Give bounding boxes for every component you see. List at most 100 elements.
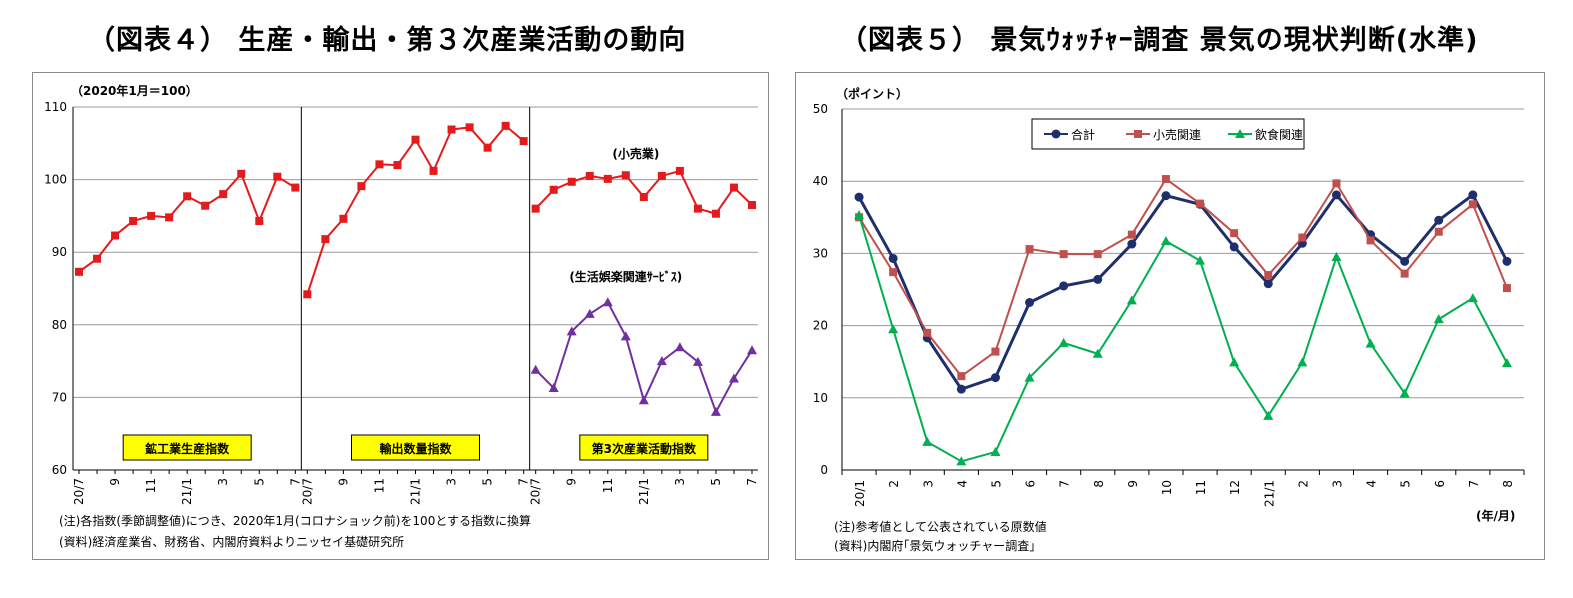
chart5-xunit: (年/月) bbox=[1476, 508, 1515, 523]
x-tick-label: 11 bbox=[144, 478, 158, 493]
data-point bbox=[957, 372, 966, 381]
x-tick-label: 7 bbox=[1058, 480, 1072, 488]
x-tick-label: 9 bbox=[108, 478, 122, 486]
series-line bbox=[534, 169, 753, 215]
data-point bbox=[237, 169, 246, 178]
data-point bbox=[710, 406, 721, 416]
data-point bbox=[129, 216, 138, 225]
panel-label-box bbox=[351, 434, 480, 461]
x-tick-label: 7 bbox=[288, 478, 302, 486]
data-point bbox=[1365, 338, 1376, 348]
data-point bbox=[1264, 271, 1273, 280]
data-point bbox=[1399, 388, 1410, 398]
x-tick-label: 6 bbox=[1024, 480, 1038, 488]
x-tick-label: 9 bbox=[1126, 480, 1140, 488]
x-tick-label: 3 bbox=[216, 478, 230, 486]
data-point bbox=[1126, 295, 1137, 305]
x-tick-label: 11 bbox=[601, 478, 615, 493]
data-point bbox=[165, 213, 174, 222]
chart5-note: (注)参考値として公表されている原数値 bbox=[834, 519, 1047, 534]
x-tick-label: 21/1 bbox=[1262, 480, 1276, 507]
data-point bbox=[1263, 410, 1274, 420]
y-tick-label: 110 bbox=[44, 100, 67, 114]
data-point bbox=[923, 328, 932, 337]
data-point bbox=[1127, 230, 1136, 239]
x-tick-label: 7 bbox=[517, 478, 531, 486]
y-tick-label: 10 bbox=[813, 391, 828, 405]
data-point bbox=[1058, 337, 1069, 347]
panel-label: 鉱工業生産指数 bbox=[145, 441, 230, 456]
x-tick-label: 3 bbox=[921, 480, 935, 488]
data-point bbox=[1502, 256, 1512, 266]
data-point bbox=[429, 166, 438, 175]
y-tick-label: 100 bbox=[44, 173, 67, 187]
data-point bbox=[93, 254, 102, 263]
data-point bbox=[393, 161, 402, 170]
x-tick-label: 4 bbox=[1365, 480, 1379, 488]
data-point bbox=[273, 172, 282, 181]
data-point bbox=[255, 216, 264, 225]
chart4-note: (注)各指数(季節調整値)につき、2020年1月(コロナショック前)を100とす… bbox=[59, 513, 531, 528]
data-point bbox=[692, 356, 703, 366]
x-tick-label: 5 bbox=[989, 480, 1003, 488]
data-point bbox=[990, 373, 1000, 383]
chart5-unit: （ポイント） bbox=[836, 86, 908, 101]
x-tick-label: 9 bbox=[336, 478, 350, 486]
data-point bbox=[411, 135, 420, 144]
legend-marker bbox=[1235, 129, 1245, 138]
data-point bbox=[1025, 245, 1034, 254]
x-tick-label: 6 bbox=[1433, 480, 1447, 488]
data-point bbox=[1433, 314, 1444, 324]
chart5-source: (資料)内閣府｢景気ウォッチャー調査｣ bbox=[834, 538, 1035, 553]
data-point bbox=[854, 210, 865, 220]
x-tick-label: 3 bbox=[1330, 480, 1344, 488]
chart4-title: （図表４） 生産・輸出・第３次産業活動の動向 bbox=[88, 25, 687, 56]
y-tick-label: 60 bbox=[52, 463, 67, 477]
data-point bbox=[1229, 357, 1240, 367]
data-point bbox=[1092, 348, 1103, 358]
data-point bbox=[1400, 269, 1409, 278]
series-line bbox=[858, 177, 1508, 378]
legend-label: 合計 bbox=[1071, 127, 1095, 142]
x-tick-label: 21/1 bbox=[637, 478, 651, 505]
data-point bbox=[1059, 250, 1068, 259]
x-tick-label: 9 bbox=[565, 478, 579, 486]
x-tick-label: 5 bbox=[1399, 480, 1413, 488]
x-tick-label: 7 bbox=[1467, 480, 1481, 488]
data-point bbox=[991, 347, 1000, 356]
y-tick-label: 20 bbox=[813, 319, 828, 333]
legend-box bbox=[1031, 118, 1305, 150]
x-tick-label: 21/1 bbox=[409, 478, 423, 505]
data-point bbox=[1332, 179, 1341, 188]
data-point bbox=[888, 324, 899, 334]
chart4-source: (資料)経済産業省、財務省、内閣府資料よりニッセイ基礎研究所 bbox=[59, 534, 404, 549]
data-point bbox=[1468, 200, 1477, 209]
data-point bbox=[291, 183, 300, 192]
data-point bbox=[531, 204, 540, 213]
series-line bbox=[857, 192, 1509, 391]
chart4-frame: （2020年1月＝100） (注)各指数(季節調整値)につき、2020年1月(コ… bbox=[32, 72, 769, 560]
data-point bbox=[1400, 256, 1410, 266]
data-point bbox=[483, 143, 492, 152]
y-tick-label: 80 bbox=[52, 318, 67, 332]
data-point bbox=[1468, 190, 1478, 200]
y-tick-label: 50 bbox=[813, 102, 828, 116]
data-point bbox=[339, 214, 348, 223]
x-tick-label: 11 bbox=[1194, 480, 1208, 495]
data-point bbox=[530, 364, 541, 374]
x-tick-label: 5 bbox=[709, 478, 723, 486]
data-point bbox=[1230, 229, 1239, 238]
data-point bbox=[657, 171, 666, 180]
legend-marker bbox=[1134, 130, 1142, 138]
y-tick-label: 40 bbox=[813, 174, 828, 188]
data-point bbox=[357, 182, 366, 191]
data-point bbox=[711, 209, 720, 218]
data-point bbox=[111, 231, 120, 240]
data-point bbox=[1434, 227, 1443, 236]
data-point bbox=[519, 137, 528, 146]
data-point bbox=[1263, 279, 1273, 289]
data-point bbox=[1229, 242, 1239, 252]
data-point bbox=[1161, 175, 1170, 184]
data-point bbox=[620, 331, 631, 341]
series-label: (生活娯楽関連ｻｰﾋﾞｽ) bbox=[569, 269, 682, 284]
